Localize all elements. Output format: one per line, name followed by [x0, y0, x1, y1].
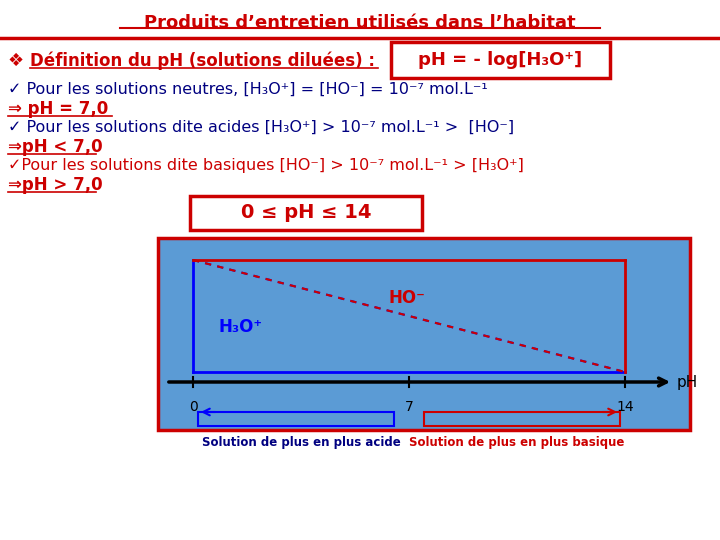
Text: H₃O⁺: H₃O⁺ [218, 318, 262, 336]
Text: Solution de plus en plus basique: Solution de plus en plus basique [409, 436, 625, 449]
Text: 0 ≤ pH ≤ 14: 0 ≤ pH ≤ 14 [240, 204, 372, 222]
Text: HO⁻: HO⁻ [388, 289, 425, 307]
Text: ⇒ pH = 7,0: ⇒ pH = 7,0 [8, 100, 108, 118]
Text: 14: 14 [616, 400, 634, 414]
Text: ✓Pour les solutions dite basiques [HO⁻] > 10⁻⁷ mol.L⁻¹ > [H₃O⁺]: ✓Pour les solutions dite basiques [HO⁻] … [8, 158, 524, 173]
Text: ✓ Pour les solutions neutres, [H₃O⁺] = [HO⁻] = 10⁻⁷ mol.L⁻¹: ✓ Pour les solutions neutres, [H₃O⁺] = [… [8, 82, 487, 97]
Text: pH = - log[H₃O⁺]: pH = - log[H₃O⁺] [418, 51, 582, 69]
Text: ⇒pH > 7,0: ⇒pH > 7,0 [8, 176, 103, 194]
Text: 7: 7 [405, 400, 413, 414]
Text: Produits d’entretien utilisés dans l’habitat: Produits d’entretien utilisés dans l’hab… [144, 14, 576, 32]
Text: Définition du pH (solutions diluées) :: Définition du pH (solutions diluées) : [30, 52, 375, 71]
FancyBboxPatch shape [190, 196, 422, 230]
Text: pH: pH [677, 375, 698, 389]
Text: ❖: ❖ [8, 52, 30, 70]
Text: 0: 0 [189, 400, 197, 414]
Text: ✓ Pour les solutions dite acides [H₃O⁺] > 10⁻⁷ mol.L⁻¹ >  [HO⁻]: ✓ Pour les solutions dite acides [H₃O⁺] … [8, 120, 514, 135]
Text: ⇒pH < 7,0: ⇒pH < 7,0 [8, 138, 103, 156]
Text: Solution de plus en plus acide: Solution de plus en plus acide [202, 436, 400, 449]
Bar [158, 238, 690, 430]
FancyBboxPatch shape [391, 42, 610, 78]
